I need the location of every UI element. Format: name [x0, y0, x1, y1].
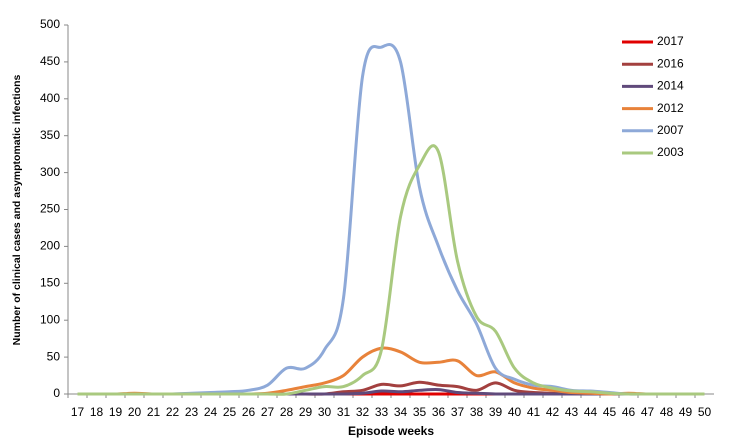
series-line [77, 346, 705, 396]
x-tick-label: 38 [470, 405, 484, 419]
x-tick-label: 36 [432, 405, 446, 419]
x-tick-label: 18 [90, 405, 104, 419]
x-tick-label: 20 [128, 405, 142, 419]
x-tick-label: 42 [546, 405, 560, 419]
x-tick-label: 28 [280, 405, 294, 419]
x-tick-label: 17 [71, 405, 85, 419]
y-tick-label: 250 [40, 202, 60, 216]
x-tick-label: 30 [318, 405, 332, 419]
x-tick-label: 31 [337, 405, 351, 419]
x-axis-title: Episode weeks [348, 424, 434, 438]
x-tick-label: 41 [527, 405, 541, 419]
y-axis-title: Number of clinical cases and asymptomati… [11, 74, 23, 345]
y-tick-label: 200 [40, 239, 60, 253]
legend-label: 2012 [657, 101, 684, 115]
y-tick-label: 50 [47, 349, 61, 363]
y-tick-label: 350 [40, 128, 60, 142]
x-tick-label: 47 [641, 405, 655, 419]
x-tick-label: 22 [166, 405, 180, 419]
legend-label: 2016 [657, 56, 684, 70]
x-tick-label: 23 [185, 405, 199, 419]
x-tick-label: 27 [261, 405, 275, 419]
y-tick-label: 400 [40, 91, 60, 105]
legend-label: 2007 [657, 123, 684, 137]
x-tick-label: 48 [660, 405, 674, 419]
x-tick-label: 33 [375, 405, 389, 419]
y-tick-label: 150 [40, 275, 60, 289]
legend-label: 2014 [657, 79, 684, 93]
x-tick-label: 29 [299, 405, 313, 419]
x-tick-label: 34 [394, 405, 408, 419]
x-tick-label: 49 [679, 405, 693, 419]
y-tick-label: 0 [53, 386, 60, 400]
y-tick-label: 100 [40, 312, 60, 326]
x-tick-label: 40 [508, 405, 522, 419]
x-tick-label: 24 [204, 405, 218, 419]
x-tick-label: 44 [584, 405, 598, 419]
series-line [77, 144, 705, 396]
x-tick-label: 37 [451, 405, 465, 419]
y-tick-label: 500 [40, 17, 60, 31]
x-tick-label: 43 [565, 405, 579, 419]
x-tick-label: 21 [147, 405, 161, 419]
x-tick-label: 25 [223, 405, 237, 419]
x-tick-label: 39 [489, 405, 503, 419]
legend-label: 2003 [657, 145, 684, 159]
y-tick-label: 300 [40, 165, 60, 179]
x-tick-label: 26 [242, 405, 256, 419]
series-line [77, 43, 705, 396]
x-tick-label: 35 [413, 405, 427, 419]
x-tick-label: 45 [603, 405, 617, 419]
x-tick-label: 32 [356, 405, 370, 419]
legend-label: 2017 [657, 34, 684, 48]
x-tick-label: 46 [622, 405, 636, 419]
x-tick-label: 19 [109, 405, 123, 419]
y-tick-label: 450 [40, 54, 60, 68]
x-tick-label: 50 [698, 405, 712, 419]
